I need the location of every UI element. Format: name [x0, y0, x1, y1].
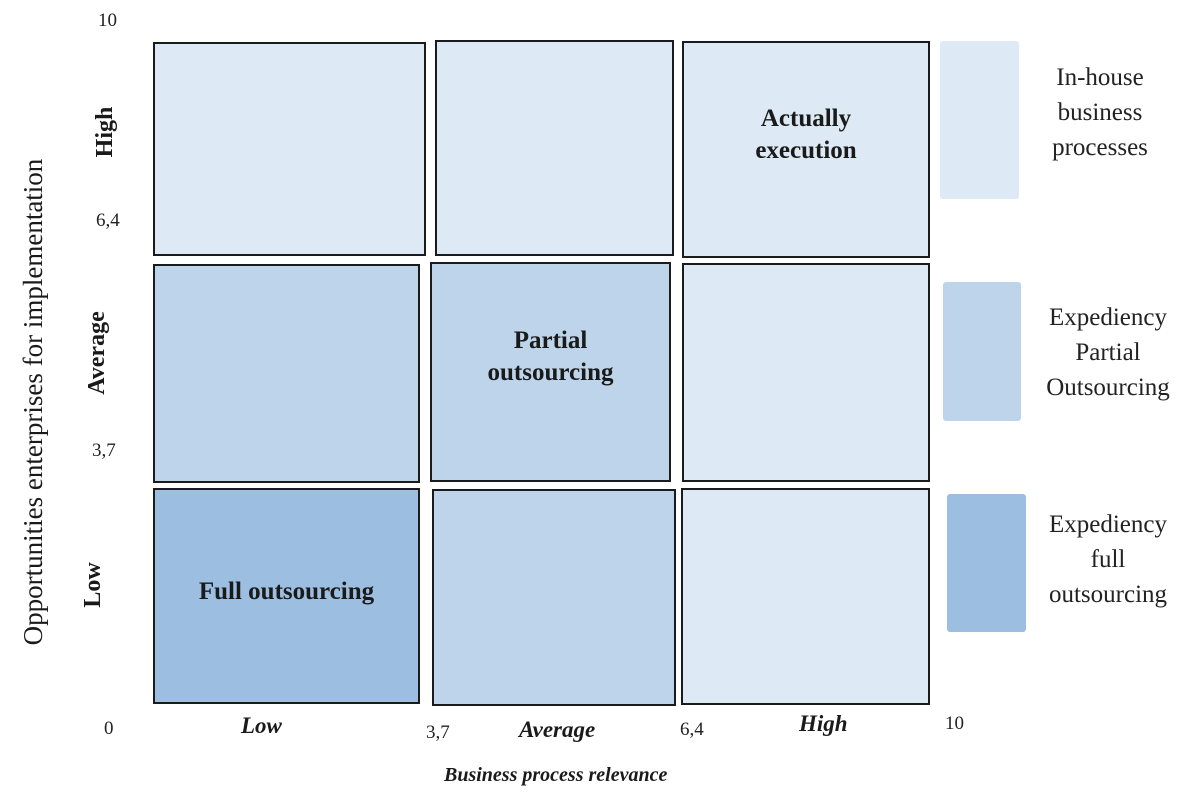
x-tick-3-7: 3,7: [426, 722, 450, 743]
cell-average-average: Partial outsourcing: [430, 262, 671, 482]
y-tick-3-7: 3,7: [92, 440, 116, 461]
cell-high-low: [153, 42, 426, 256]
legend-label-partial: Expediency Partial Outsourcing: [1046, 304, 1170, 401]
cell-average-low: [153, 264, 420, 483]
legend-swatch-full: [947, 494, 1026, 632]
cell-low-high: [681, 488, 930, 705]
cell-label-actually-execution: Actually execution: [755, 104, 857, 164]
col-label-low: Low: [241, 713, 282, 738]
cell-high-average: [435, 40, 674, 256]
y-tick-10: 10: [98, 10, 117, 31]
cell-label-partial-outsourcing: Partial outsourcing: [487, 327, 614, 386]
row-label-low: Low: [80, 562, 106, 608]
legend-swatch-in-house: [940, 41, 1019, 199]
row-label-average: Average: [84, 311, 110, 395]
cell-average-high: [682, 263, 930, 482]
col-label-high: High: [799, 711, 848, 736]
legend-label-in-house: In-house business processes: [1052, 64, 1148, 161]
cell-low-low: Full outsourcing: [153, 488, 420, 704]
legend-swatch-partial: [943, 282, 1021, 421]
row-label-high: High: [92, 106, 118, 158]
y-tick-0: 0: [104, 718, 114, 739]
col-label-average: Average: [519, 717, 596, 742]
x-tick-6-4: 6,4: [680, 719, 704, 740]
cell-high-high: Actually execution: [682, 41, 930, 258]
x-axis-title: Business process relevance: [444, 764, 668, 786]
cell-label-full-outsourcing: Full outsourcing: [198, 578, 375, 605]
cell-low-average: [432, 489, 676, 706]
y-tick-6-4: 6,4: [96, 210, 120, 231]
y-axis-title: Opportunities enterprises for implementa…: [18, 158, 48, 646]
x-tick-10: 10: [945, 713, 964, 734]
legend-label-full: Expediency full outsourcing: [1048, 511, 1168, 608]
